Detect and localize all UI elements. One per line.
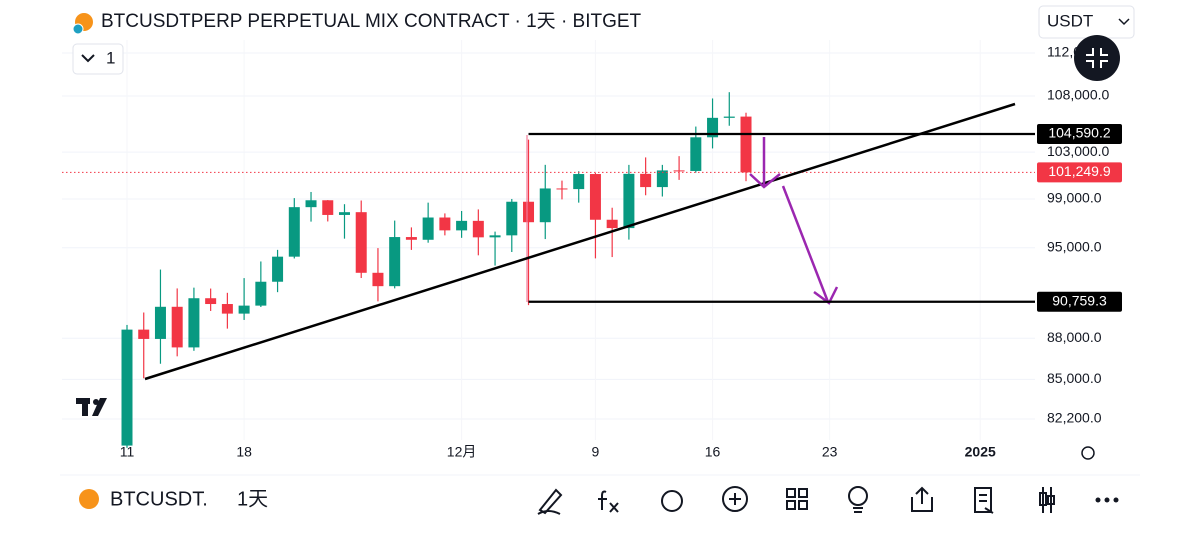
- dropdown-icon: [1118, 18, 1130, 26]
- candle-body: [288, 207, 300, 257]
- y-tick-label: 95,000.0: [1047, 238, 1102, 254]
- pane-toggle[interactable]: [72, 43, 124, 75]
- candle-body: [188, 298, 200, 348]
- trend-line: [144, 102, 1016, 381]
- exit-fullscreen-icon: [1086, 48, 1108, 68]
- candle-body: [238, 305, 250, 314]
- candle-body: [523, 201, 535, 223]
- candle-body: [389, 237, 401, 287]
- candle-body: [623, 173, 635, 229]
- candle-body: [154, 306, 166, 339]
- candle-body: [589, 174, 601, 220]
- candle-body: [355, 212, 367, 273]
- candle-body: [690, 137, 702, 171]
- candle-body: [221, 304, 233, 314]
- x-tick-label: 11: [120, 444, 135, 460]
- more-menu[interactable]: [1095, 497, 1119, 503]
- indicator-tool[interactable]: [598, 490, 619, 513]
- arrow: [749, 137, 839, 305]
- candle-body: [640, 173, 652, 188]
- candle-body: [138, 329, 150, 339]
- candle-body: [255, 281, 267, 306]
- candle-body: [506, 201, 518, 236]
- collapse-icon: [81, 54, 95, 63]
- layout-tool[interactable]: [786, 488, 808, 510]
- x-tick-label: 12月: [447, 444, 477, 460]
- price-line-box: [1037, 291, 1122, 312]
- candle-body: [556, 188, 568, 190]
- candle-body: [456, 220, 468, 231]
- price-line-label: 104,590.2: [1048, 125, 1110, 141]
- candle-body: [673, 170, 685, 172]
- x-tick-label: 2025: [965, 444, 996, 460]
- candle-body: [272, 256, 284, 282]
- currency-label: USDT: [1047, 11, 1093, 30]
- y-tick-label: 99,000.0: [1047, 190, 1102, 206]
- toolbar: [537, 486, 1055, 515]
- exchange-icon: [72, 23, 84, 35]
- candle-body: [338, 212, 350, 215]
- chart-title: BTCUSDTPERP PERPETUAL MIX CONTRACT · 1天 …: [101, 11, 642, 32]
- price-line-label: 90,759.3: [1052, 292, 1107, 308]
- plot-area: [62, 40, 1035, 448]
- candle-body: [740, 116, 752, 173]
- symbol[interactable]: BTCUSDT.: [110, 488, 208, 510]
- exit-fullscreen[interactable]: [1074, 35, 1120, 81]
- candle-body: [707, 117, 719, 138]
- candle-body: [305, 200, 317, 208]
- candle-body: [656, 170, 668, 188]
- candle-body: [372, 272, 384, 287]
- x-tick-label: 18: [236, 444, 252, 460]
- candle-body: [405, 237, 417, 240]
- interval[interactable]: 1天: [237, 488, 268, 510]
- ideas-base: [853, 507, 863, 513]
- tv-logo: [76, 398, 107, 416]
- symbol-icon: [79, 489, 99, 509]
- y-tick-label: 82,200.0: [1047, 410, 1102, 426]
- candle-body: [606, 219, 618, 229]
- ideas-tool[interactable]: [848, 486, 868, 506]
- candle-body: [723, 116, 735, 118]
- candle-body: [539, 188, 551, 223]
- candle-body: [489, 235, 501, 238]
- candle-body: [322, 200, 334, 215]
- candle-body: [439, 217, 451, 231]
- settings-icon[interactable]: [1081, 446, 1095, 460]
- candle-body: [573, 174, 585, 190]
- candle-body: [205, 298, 217, 305]
- last-price-label: 101,249.9: [1048, 163, 1110, 179]
- y-tick-label: 108,000.0: [1047, 87, 1109, 103]
- add-plus: [729, 493, 741, 505]
- add-tool[interactable]: [722, 486, 748, 512]
- chart-type-tool[interactable]: [1039, 487, 1055, 513]
- candle-body: [472, 220, 484, 238]
- candle-body: [171, 306, 183, 348]
- price-line-box: [1037, 123, 1122, 144]
- candle-body: [422, 217, 434, 240]
- share-tool[interactable]: [911, 486, 933, 512]
- pane-count: 1: [106, 48, 115, 67]
- x-tick-label: 16: [705, 444, 721, 460]
- y-tick-label: 85,000.0: [1047, 370, 1102, 386]
- draw-tool[interactable]: [537, 488, 563, 515]
- x-tick-label: 9: [592, 444, 600, 460]
- last-price-box: [1037, 162, 1122, 183]
- alert-tool[interactable]: [661, 490, 683, 512]
- candle-body: [121, 329, 133, 446]
- x-tick-label: 23: [822, 444, 838, 460]
- order-tool[interactable]: [974, 487, 994, 514]
- overlay: 112,000.0108,000.0103,000.099,000.095,00…: [120, 35, 1122, 460]
- y-tick-label: 88,000.0: [1047, 329, 1102, 345]
- y-tick-label: 103,000.0: [1047, 143, 1109, 159]
